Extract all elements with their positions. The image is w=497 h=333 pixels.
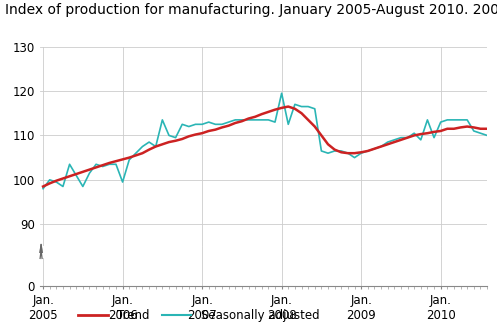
Text: Index of production for manufacturing. January 2005-August 2010. 2005=100: Index of production for manufacturing. J… xyxy=(5,3,497,17)
Legend: Trend, Seasonally adjusted: Trend, Seasonally adjusted xyxy=(74,305,324,327)
